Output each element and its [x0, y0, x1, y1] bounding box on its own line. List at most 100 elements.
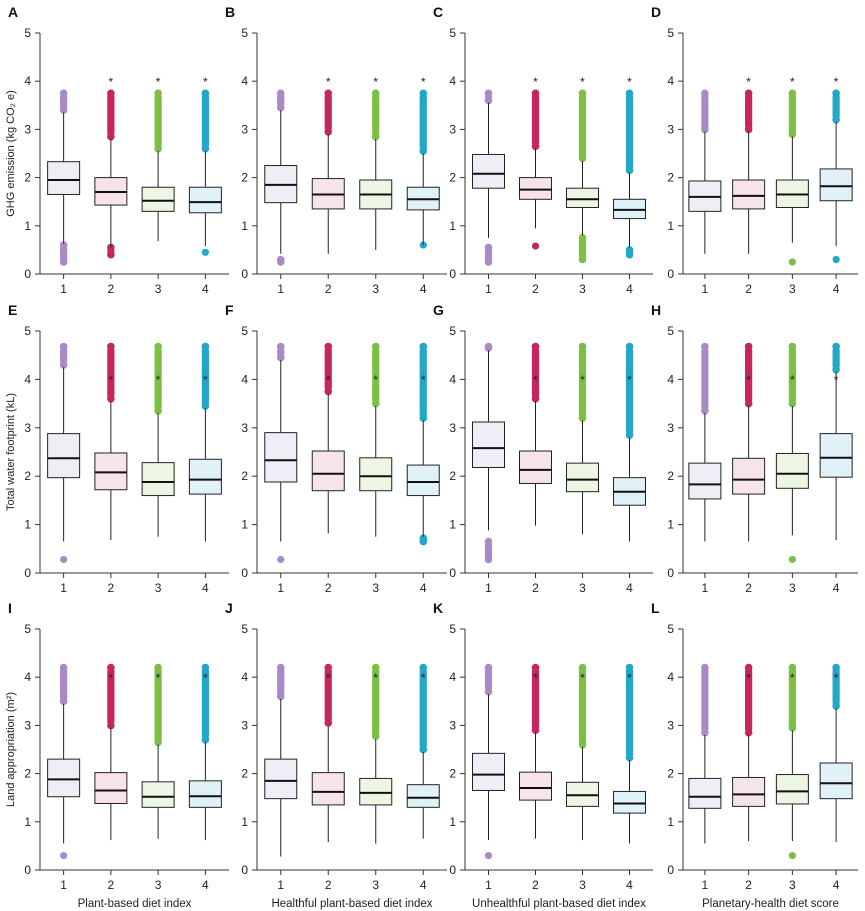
- outlier-cap: [788, 724, 797, 732]
- y-tick-label: 2: [449, 469, 456, 483]
- y-tick-label: 2: [241, 469, 248, 483]
- iqr-box: [519, 450, 552, 484]
- x-tick-label: 3: [155, 282, 162, 296]
- y-tick-label: 3: [24, 421, 31, 435]
- y-tick-label: 3: [667, 421, 674, 435]
- outliers-low: [578, 237, 587, 260]
- outliers-high: [60, 346, 68, 365]
- y-tick-label: 4: [241, 670, 248, 684]
- outlier-cap: [701, 125, 709, 134]
- outliers-high: [324, 93, 332, 132]
- outliers-high: [788, 667, 796, 728]
- panel-letter: G: [433, 302, 444, 318]
- outlier-cap: [744, 342, 753, 351]
- y-tick-label: 4: [24, 372, 31, 386]
- significance-star: *: [746, 671, 751, 685]
- outlier-cap: [59, 241, 68, 249]
- outlier-low: [60, 851, 68, 860]
- box-1: 1: [688, 342, 722, 595]
- y-tick-label: 3: [241, 421, 248, 435]
- y-tick-label: 5: [667, 622, 674, 636]
- y-tick-label: 5: [449, 622, 456, 636]
- outliers-high: [324, 346, 332, 392]
- box-4: 4*: [188, 663, 222, 892]
- y-tick-label: 0: [667, 267, 674, 281]
- outlier-cap: [744, 125, 753, 134]
- y-tick-label: 2: [24, 767, 31, 781]
- outlier-cap: [59, 89, 68, 98]
- box-2: 2*: [732, 663, 766, 892]
- iqr-box: [311, 772, 345, 806]
- outlier-cap: [107, 250, 115, 259]
- outliers-high: [107, 346, 115, 399]
- y-tick-label: 4: [24, 670, 31, 684]
- box-2: 2*: [519, 75, 552, 296]
- outlier-cap: [324, 128, 333, 136]
- outlier-cap: [484, 537, 493, 546]
- outlier-cap: [832, 89, 840, 98]
- iqr-box: [688, 462, 722, 500]
- x-tick-label: 3: [789, 878, 796, 892]
- outlier-cap: [59, 361, 68, 369]
- box-3: 3*: [566, 75, 599, 296]
- x-axis-title: Healthful plant-based diet index: [271, 898, 432, 910]
- box-1: 1: [472, 342, 505, 595]
- x-tick-label: 2: [745, 282, 752, 296]
- outlier-cap: [324, 663, 333, 672]
- outlier-cap: [744, 728, 753, 737]
- x-tick-label: 4: [420, 282, 427, 296]
- iqr-box: [47, 161, 81, 195]
- y-tick-label: 0: [449, 566, 456, 580]
- outliers-high: [701, 93, 709, 130]
- x-tick-label: 3: [372, 282, 379, 296]
- y-tick-label: 2: [667, 171, 674, 185]
- outlier-cap: [701, 407, 709, 415]
- outlier-cap: [788, 342, 797, 351]
- box-4: 4*: [406, 342, 440, 595]
- outliers-high: [832, 667, 840, 707]
- y-tick-label: 1: [667, 518, 674, 532]
- y-tick-label: 5: [241, 26, 248, 40]
- outlier-cap: [201, 736, 210, 744]
- outliers-high: [832, 93, 840, 120]
- outlier-cap: [154, 738, 162, 747]
- outlier-cap: [531, 89, 540, 98]
- iqr-box: [359, 777, 393, 806]
- x-tick-label: 1: [485, 282, 492, 296]
- x-tick-label: 2: [325, 878, 332, 892]
- x-tick-label: 3: [579, 878, 586, 892]
- outlier-cap: [484, 687, 493, 696]
- x-tick-label: 1: [702, 581, 709, 595]
- outlier-cap: [484, 243, 493, 252]
- box-2: 2*: [311, 75, 345, 296]
- iqr-box: [188, 780, 222, 808]
- y-tick-label: 0: [449, 863, 456, 877]
- iqr-box: [472, 752, 505, 791]
- box-1: 1: [47, 89, 81, 296]
- iqr-box: [819, 433, 853, 478]
- outlier-cap: [578, 255, 587, 264]
- outlier-cap: [701, 663, 709, 672]
- box-2: 2*: [732, 342, 766, 595]
- y-tick-label: 0: [241, 566, 248, 580]
- outlier-cap: [107, 394, 115, 403]
- outlier-cap: [484, 555, 493, 564]
- outliers-high: [625, 93, 634, 171]
- x-tick-label: 2: [532, 878, 539, 892]
- box-1: 1: [264, 663, 298, 892]
- x-tick-label: 1: [60, 581, 67, 595]
- outliers-high: [788, 346, 796, 404]
- box-1: 1: [688, 663, 722, 892]
- y-tick-label: 0: [667, 566, 674, 580]
- significance-star: *: [156, 671, 161, 685]
- x-tick-label: 2: [745, 581, 752, 595]
- x-tick-label: 1: [702, 282, 709, 296]
- y-tick-label: 4: [24, 74, 31, 88]
- y-tick-label: 5: [241, 622, 248, 636]
- x-tick-label: 3: [579, 581, 586, 595]
